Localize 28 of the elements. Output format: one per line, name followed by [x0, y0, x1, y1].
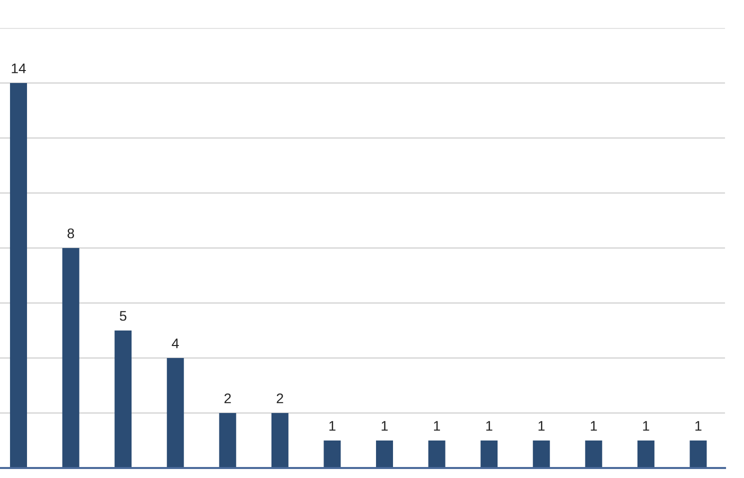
data-label: 5: [120, 311, 126, 321]
data-label: 4: [172, 338, 179, 348]
bar: [114, 330, 132, 468]
bar: [10, 83, 28, 468]
bar: [428, 440, 446, 468]
data-label: 2: [276, 393, 284, 404]
bar: [166, 358, 184, 468]
bar: [637, 440, 654, 468]
data-label: 14: [12, 64, 26, 74]
bar: [271, 413, 288, 468]
data-label: 1: [643, 421, 650, 431]
bar: [585, 440, 602, 468]
data-label: 1: [695, 421, 702, 431]
bar: [690, 440, 707, 468]
bar: [324, 440, 341, 468]
bar: [480, 440, 498, 468]
data-label: 1: [538, 421, 545, 431]
bar: [376, 440, 394, 468]
data-label: 2: [224, 393, 231, 404]
bar: [532, 440, 550, 468]
data-label: 8: [68, 228, 74, 238]
data-label: 1: [329, 421, 336, 431]
data-label: 1: [590, 421, 597, 431]
data-label: 1: [486, 421, 492, 431]
bar: [219, 413, 236, 468]
bar: [62, 248, 80, 468]
data-label: 1: [382, 421, 388, 431]
data-label: 1: [434, 421, 440, 431]
